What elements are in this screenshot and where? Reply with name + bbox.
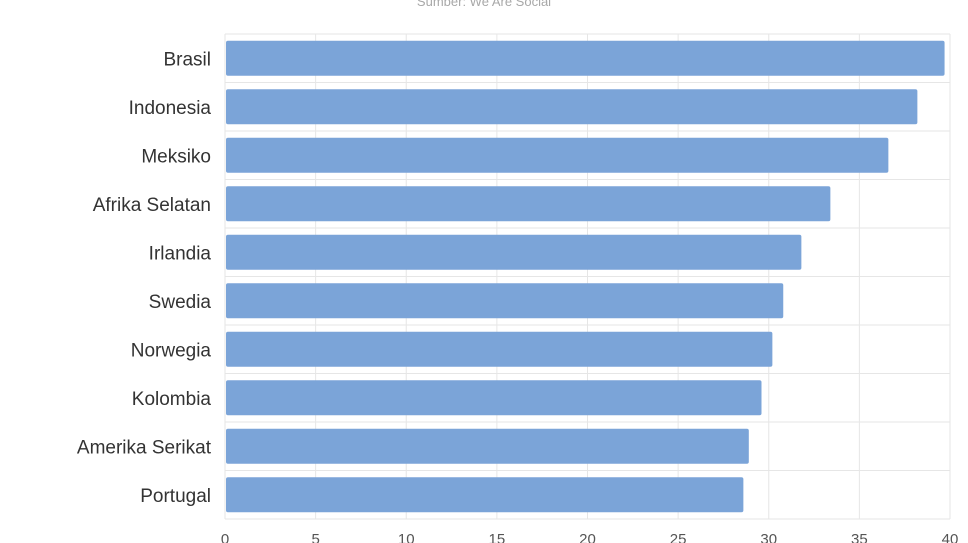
x-tick-label: 25 [670, 531, 687, 543]
category-label: Afrika Selatan [93, 195, 211, 216]
bar-kolombia[interactable] [226, 380, 762, 416]
bar-indonesia[interactable] [226, 89, 918, 125]
bar-portugal[interactable] [226, 477, 744, 513]
x-tick-label: 10 [398, 531, 415, 543]
bar-brasil[interactable] [226, 40, 945, 76]
bar-irlandia[interactable] [226, 234, 802, 270]
category-label: Portugal [140, 486, 211, 507]
x-tick-label: 0 [221, 531, 229, 543]
x-tick-label: 40 [942, 531, 959, 543]
category-label: Kolombia [132, 389, 212, 410]
category-label: Norwegia [131, 340, 212, 361]
bar-afrika-selatan[interactable] [226, 186, 831, 222]
bar-swedia[interactable] [226, 283, 784, 319]
category-label: Swedia [149, 292, 212, 313]
chart-subtitle: Sumber: We Are Social [416, 0, 552, 9]
category-label: Amerika Serikat [77, 437, 212, 458]
category-label: Brasil [163, 49, 211, 70]
bar-meksiko[interactable] [226, 137, 889, 173]
x-tick-label: 15 [489, 531, 506, 543]
category-labels: Brasil Indonesia Meksiko Afrika Selatan Irla… [77, 49, 212, 507]
x-tick-label: 20 [579, 531, 596, 543]
category-label: Indonesia [129, 98, 212, 119]
chart-bars [226, 40, 945, 513]
category-label: Irlandia [149, 243, 212, 264]
x-tick-label: 30 [760, 531, 777, 543]
bar-amerika-serikat[interactable] [226, 428, 749, 464]
x-tick-label: 5 [311, 531, 319, 543]
x-tick-label: 35 [851, 531, 868, 543]
category-label: Meksiko [141, 146, 211, 167]
bar-norwegia[interactable] [226, 331, 773, 367]
x-axis-tick-labels: 0 5 10 15 20 25 30 35 40 [221, 531, 959, 543]
